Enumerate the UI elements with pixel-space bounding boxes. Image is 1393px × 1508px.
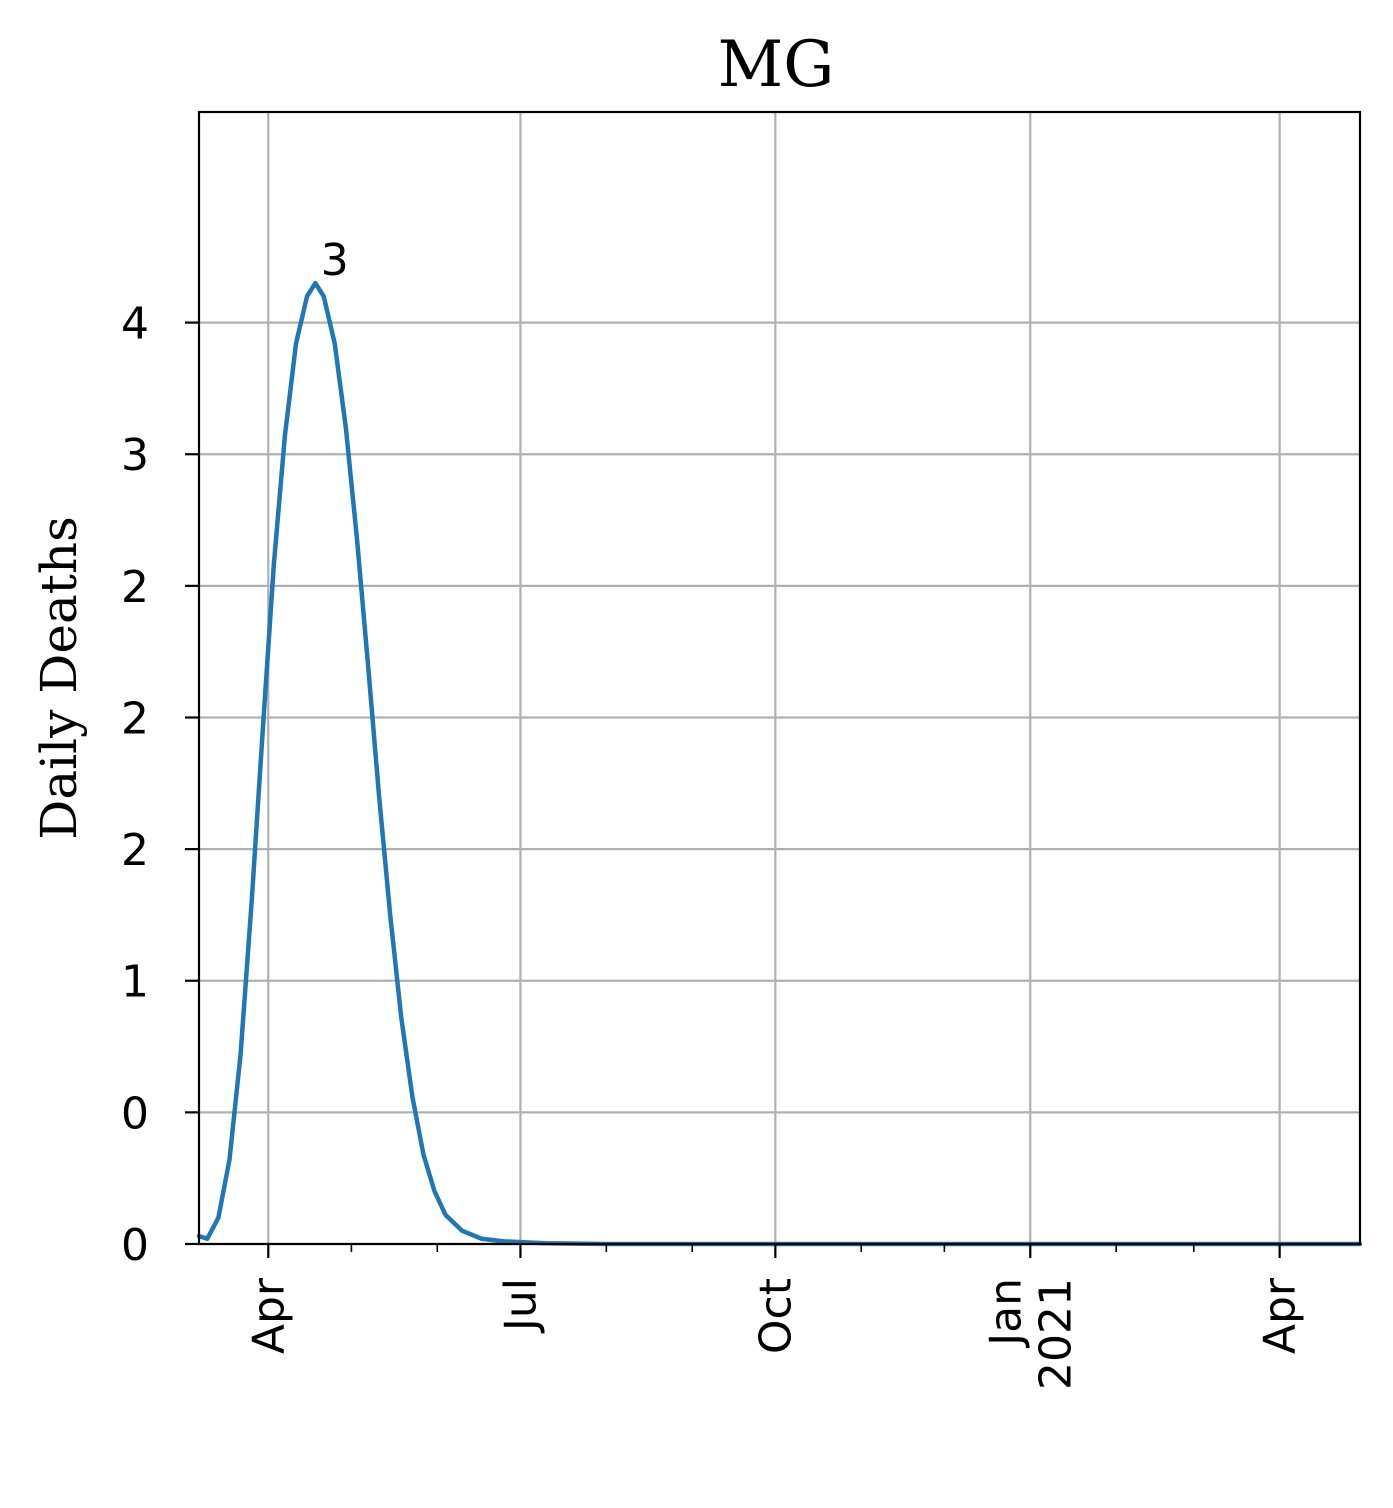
y-tick-label-5: 2 (121, 562, 149, 613)
axes-layer (185, 110, 1362, 1258)
grid-layer (199, 112, 1360, 1246)
x-tick-label-1: Jul (495, 1278, 546, 1334)
x-tick-label-3-line-1: 2021 (1030, 1278, 1081, 1390)
x-tick-label-4: Apr (1255, 1277, 1306, 1354)
chart-title: MG (718, 28, 835, 102)
y-tick-label-1: 0 (121, 1088, 149, 1139)
x-tick-label-2: Oct (750, 1278, 801, 1354)
y-tick-label-3: 2 (121, 825, 149, 876)
peak-annotation: 3 (321, 235, 349, 286)
x-tick-label-3-line-0: Jan (980, 1278, 1031, 1349)
y-tick-label-4: 2 (121, 693, 149, 744)
y-tick-label-0: 0 (121, 1220, 149, 1271)
series-line-0 (196, 280, 1363, 1247)
x-tick-label-0: Apr (243, 1277, 294, 1354)
text-layer: MG Daily Deaths 0 0 1 2 2 2 3 4 Apr Jul Oct Jan 2021… (30, 28, 1306, 1390)
plot-frame (197, 110, 1362, 1246)
y-tick-label-2: 1 (121, 957, 149, 1008)
series-layer (196, 280, 1363, 1247)
y-axis-label: Daily Deaths (30, 516, 88, 839)
y-tick-label-6: 3 (121, 430, 149, 481)
y-tick-label-7: 4 (121, 299, 149, 350)
